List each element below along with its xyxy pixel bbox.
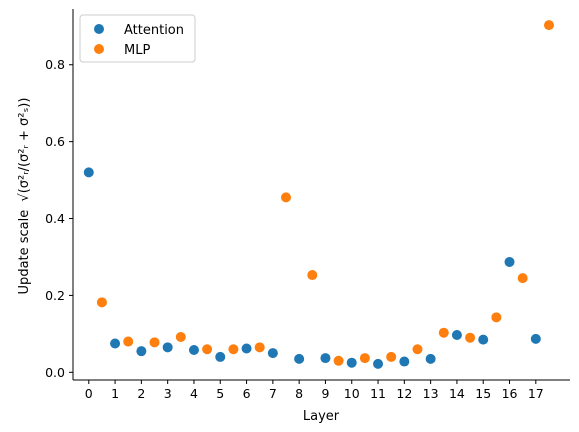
point-mlp [517,273,528,284]
point-mlp [386,351,397,362]
point-attention [530,333,541,344]
point-mlp [149,337,160,348]
point-mlp [307,270,318,281]
point-attention [110,338,121,349]
legend: Attention MLP [79,14,196,63]
point-mlp [438,327,449,338]
point-mlp [96,297,107,308]
point-mlp [491,312,502,323]
x-tick-label: 13 [423,386,439,401]
y-tick-label: 0.0 [45,365,65,380]
x-tick-label: 1 [111,386,119,401]
x-tick-label: 4 [190,386,198,401]
x-ticks: 0 1 2 3 4 5 6 7 8 9 10 11 12 13 14 15 16 17 [85,380,544,401]
point-mlp [359,353,370,364]
x-tick-label: 15 [475,386,491,401]
x-tick-label: 17 [528,386,544,401]
x-tick-label: 6 [243,386,251,401]
point-attention [188,345,199,356]
y-axis-label-text: Update scale √(σ²ᵣ/(σ²ᵣ + σ²ₛ)) [17,98,32,295]
x-tick-label: 9 [321,386,329,401]
point-attention [215,351,226,362]
point-mlp [281,192,291,203]
x-tick-label: 0 [85,386,93,401]
point-mlp [412,344,423,355]
point-attention [451,330,462,341]
point-mlp [465,332,476,343]
legend-label-mlp: MLP [124,43,150,58]
point-attention [267,348,278,359]
point-mlp [123,336,134,347]
point-mlp [254,342,265,353]
x-axis-label: Layer [303,409,340,424]
y-tick-label: 0.8 [45,57,65,72]
x-tick-label: 2 [137,386,145,401]
point-mlp [333,355,344,366]
point-mlp [175,331,186,342]
point-attention [294,353,305,364]
x-tick-label: 5 [216,386,224,401]
data-points [83,20,554,369]
point-attention [136,346,147,357]
x-tick-label: 3 [164,386,172,401]
legend-marker-attention [94,24,104,34]
x-tick-label: 11 [370,386,386,401]
point-attention [320,353,331,364]
point-attention [478,334,489,345]
y-ticks: 0.0 0.2 0.4 0.6 0.8 [45,57,73,380]
point-mlp [543,20,554,31]
y-tick-label: 0.6 [45,134,65,149]
x-tick-label: 12 [396,386,412,401]
y-axis-label: Update scale √(σ²ᵣ/(σ²ᵣ + σ²ₛ)) [17,98,32,295]
legend-marker-mlp [94,44,104,54]
y-axis-label-math: √(σ²ᵣ/(σ²ᵣ + σ²ₛ)) [17,98,32,202]
point-attention [241,343,252,354]
point-attention [373,358,384,369]
x-tick-label: 16 [502,386,518,401]
y-axis-label-words: Update scale [17,210,32,295]
point-attention [83,167,94,178]
point-attention [346,357,357,368]
point-attention [504,256,515,267]
axes [72,9,570,381]
point-attention [162,342,173,353]
x-tick-label: 8 [295,386,303,401]
x-tick-label: 10 [344,386,360,401]
point-attention [425,353,436,364]
x-tick-label: 7 [269,386,277,401]
legend-label-attention: Attention [124,23,184,38]
point-attention [399,356,410,367]
point-mlp [202,344,213,355]
y-tick-label: 0.2 [45,288,65,303]
x-tick-label: 14 [449,386,465,401]
point-mlp [228,344,239,355]
y-tick-label: 0.4 [45,211,65,226]
legend-frame [79,14,196,63]
